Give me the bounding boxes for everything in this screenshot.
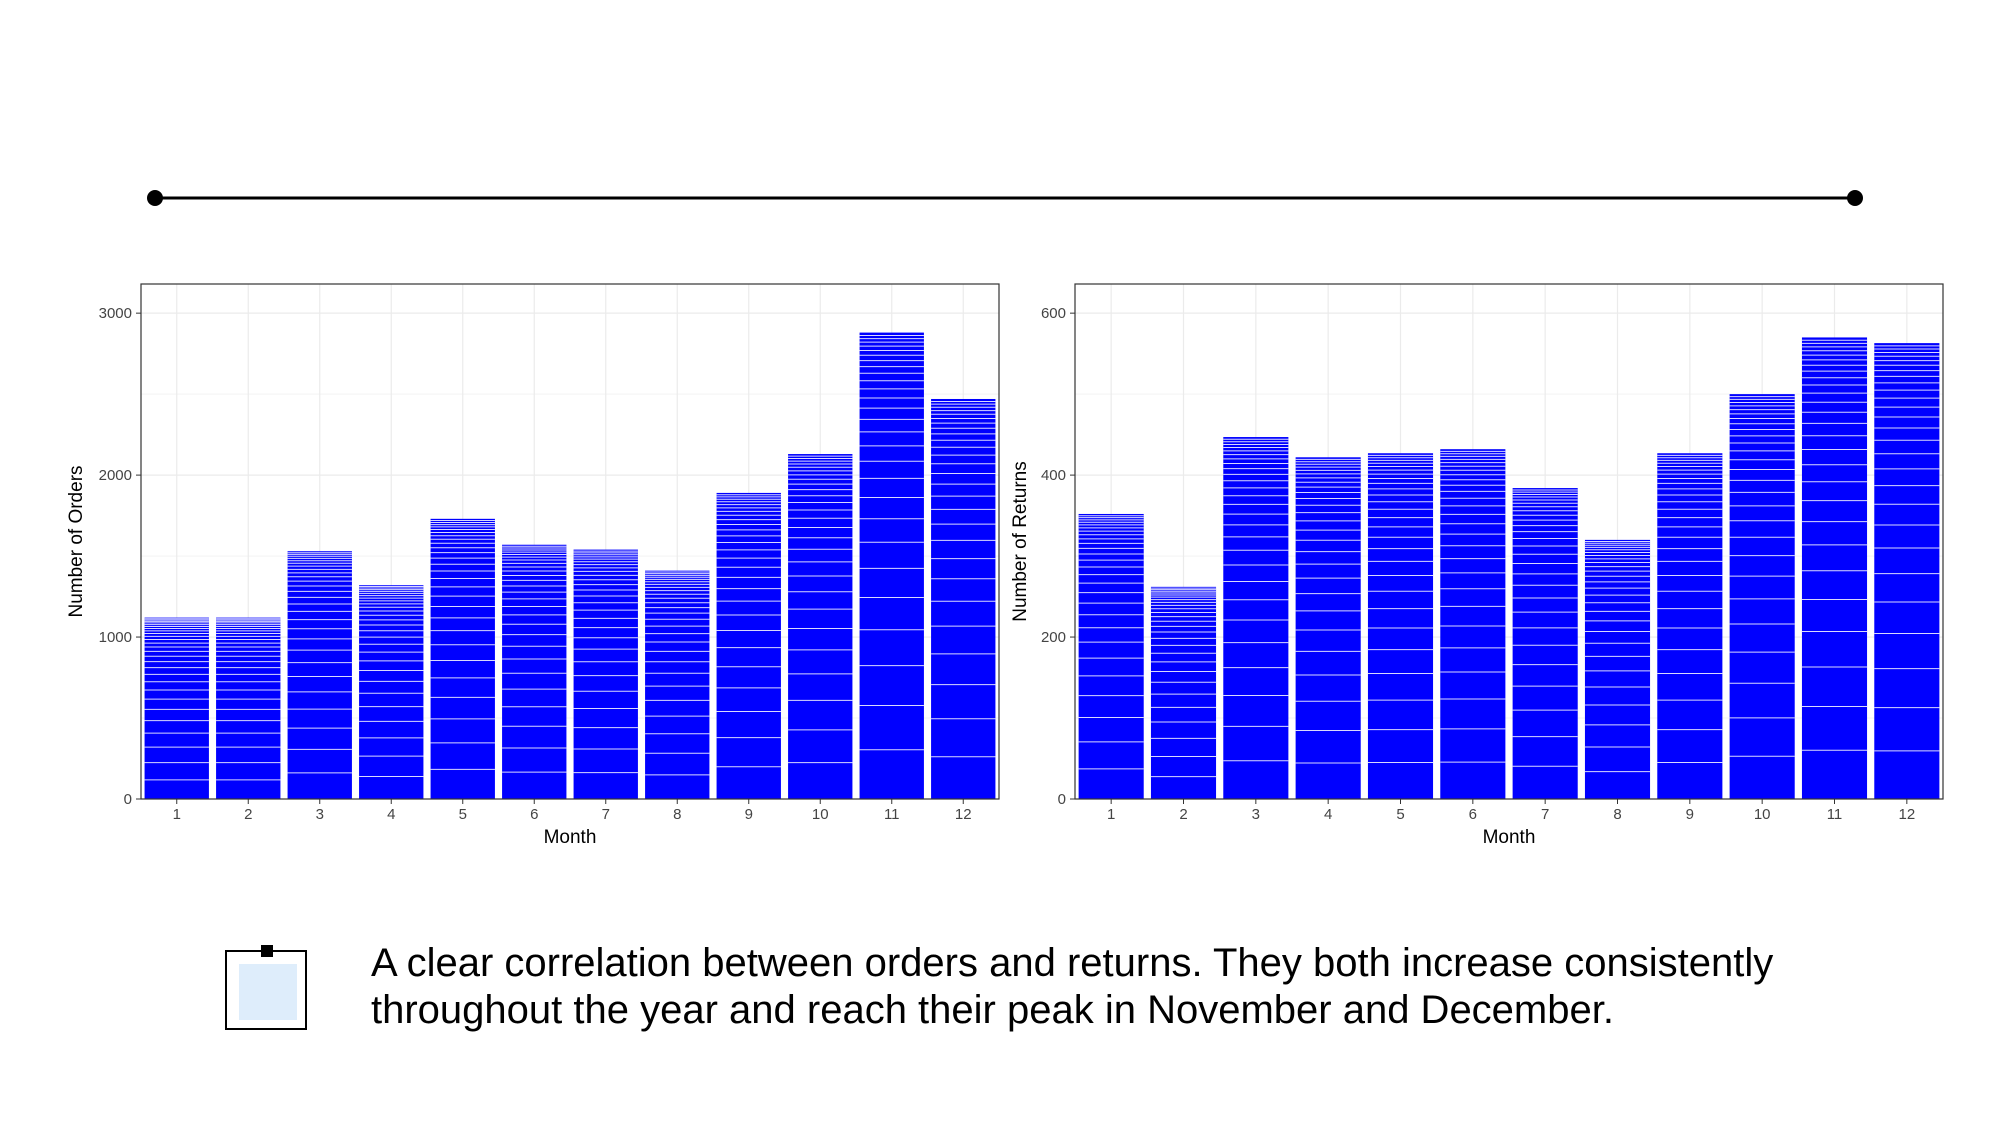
- x-tick-label: 5: [1396, 806, 1404, 823]
- timeline-end-dot: [1847, 190, 1863, 206]
- caption-text: A clear correlation between orders and r…: [371, 941, 1774, 1032]
- sticky-note-icon: [225, 945, 307, 1030]
- x-tick-label: 2: [1179, 806, 1187, 823]
- x-tick-label: 11: [1827, 806, 1843, 823]
- note-pin: [261, 945, 273, 957]
- x-tick-label: 1: [1107, 806, 1115, 823]
- y-tick-label: 200: [1041, 629, 1066, 646]
- caption-block: A clear correlation between orders and r…: [225, 940, 1825, 1050]
- y-tick-label: 0: [124, 791, 132, 808]
- bar-month-5: [430, 518, 495, 799]
- x-tick-label: 3: [316, 806, 324, 823]
- bar-month-10: [1729, 394, 1795, 799]
- bar-month-11: [1801, 337, 1868, 799]
- x-tick-label: 7: [1541, 806, 1549, 823]
- chart-panel-1: 1 2 3 4 5 6 7 8 9 10 11 120100020003000MonthNumber …: [66, 283, 1000, 848]
- x-tick-label: 10: [812, 806, 829, 823]
- y-axis-title: Number of Orders: [66, 465, 87, 617]
- x-tick-label: 8: [1613, 806, 1621, 823]
- y-axis-title: Number of Returns: [1010, 461, 1031, 622]
- timeline-start-dot: [147, 190, 163, 206]
- x-tick-label: 9: [745, 806, 753, 823]
- x-tick-label: 7: [602, 806, 610, 823]
- x-axis-title: Month: [1483, 827, 1536, 848]
- y-tick-label: 2000: [99, 467, 132, 484]
- bar-month-10: [788, 454, 853, 799]
- bar-month-2: [1150, 586, 1217, 799]
- bar-month-1: [144, 617, 209, 799]
- x-tick-label: 11: [884, 806, 900, 823]
- bar-month-11: [859, 332, 924, 799]
- x-tick-label: 10: [1754, 806, 1771, 823]
- bar-month-6: [502, 544, 567, 799]
- bar-month-2: [216, 617, 281, 799]
- bar-month-9: [716, 492, 781, 799]
- bar-month-8: [645, 570, 710, 799]
- plot-background: [141, 284, 999, 799]
- bar-month-3: [1223, 437, 1289, 799]
- y-tick-label: 600: [1041, 305, 1066, 322]
- charts-area: 1 2 3 4 5 6 7 8 9 10 11 120100020003000MonthNumber …: [66, 283, 1944, 848]
- x-tick-label: 6: [1469, 806, 1477, 823]
- note-fill: [239, 964, 297, 1020]
- plot-border: [1074, 283, 1944, 800]
- bar-month-1: [1078, 513, 1144, 799]
- x-tick-label: 2: [244, 806, 252, 823]
- y-tick-label: 3000: [99, 305, 132, 322]
- x-tick-label: 6: [530, 806, 538, 823]
- bar-month-4: [359, 585, 424, 799]
- x-tick-label: 8: [673, 806, 681, 823]
- bar-month-8: [1584, 539, 1651, 799]
- x-tick-label: 4: [1324, 806, 1332, 823]
- bar-month-4: [1295, 457, 1361, 799]
- y-tick-label: 1000: [99, 629, 132, 646]
- x-tick-label: 12: [955, 806, 972, 823]
- bar-month-3: [287, 551, 352, 799]
- bar-month-5: [1367, 453, 1434, 799]
- plot-border: [140, 283, 1000, 800]
- bar-month-9: [1657, 453, 1723, 799]
- x-tick-label: 9: [1686, 806, 1694, 823]
- y-tick-label: 400: [1041, 467, 1066, 484]
- x-tick-label: 4: [387, 806, 395, 823]
- x-tick-label: 5: [459, 806, 467, 823]
- bar-month-6: [1440, 449, 1506, 799]
- y-tick-label: 0: [1058, 791, 1066, 808]
- bar-month-12: [1874, 343, 1940, 799]
- plot-background: [1075, 284, 1943, 799]
- x-tick-label: 12: [1898, 806, 1915, 823]
- bar-month-7: [573, 549, 638, 799]
- timeline-connector: [147, 190, 1863, 206]
- bar-month-7: [1512, 488, 1578, 799]
- bar-month-12: [931, 398, 996, 799]
- x-axis-title: Month: [544, 827, 597, 848]
- x-tick-label: 1: [173, 806, 181, 823]
- x-tick-label: 3: [1252, 806, 1260, 823]
